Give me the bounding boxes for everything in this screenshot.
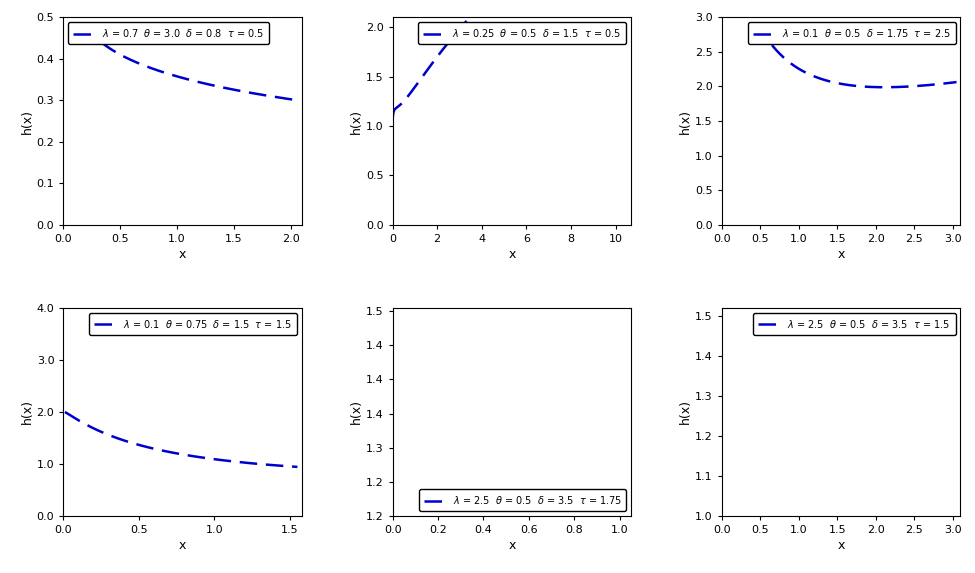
X-axis label: x: x [508, 539, 516, 552]
X-axis label: x: x [179, 539, 186, 552]
Legend: $\lambda$ = 0.1  $\theta$ = 0.75  $\delta$ = 1.5  $\tau$ = 1.5: $\lambda$ = 0.1 $\theta$ = 0.75 $\delta$… [90, 313, 297, 335]
Legend: $\lambda$ = 0.1  $\theta$ = 0.5  $\delta$ = 1.75  $\tau$ = 2.5: $\lambda$ = 0.1 $\theta$ = 0.5 $\delta$ … [748, 22, 956, 44]
Y-axis label: h(x): h(x) [350, 108, 363, 134]
Legend: $\lambda$ = 2.5  $\theta$ = 0.5  $\delta$ = 3.5  $\tau$ = 1.5: $\lambda$ = 2.5 $\theta$ = 0.5 $\delta$ … [754, 313, 956, 335]
Y-axis label: h(x): h(x) [20, 399, 34, 425]
Y-axis label: h(x): h(x) [350, 399, 363, 425]
X-axis label: x: x [838, 539, 844, 552]
Legend: $\lambda$ = 0.25  $\theta$ = 0.5  $\delta$ = 1.5  $\tau$ = 0.5: $\lambda$ = 0.25 $\theta$ = 0.5 $\delta$… [418, 22, 626, 44]
Y-axis label: h(x): h(x) [20, 108, 34, 134]
X-axis label: x: x [179, 248, 186, 261]
Y-axis label: h(x): h(x) [680, 108, 692, 134]
Y-axis label: h(x): h(x) [680, 399, 692, 425]
Legend: $\lambda$ = 2.5  $\theta$ = 0.5  $\delta$ = 3.5  $\tau$ = 1.75: $\lambda$ = 2.5 $\theta$ = 0.5 $\delta$ … [418, 489, 626, 511]
X-axis label: x: x [508, 248, 516, 261]
X-axis label: x: x [838, 248, 844, 261]
Legend: $\lambda$ = 0.7  $\theta$ = 3.0  $\delta$ = 0.8  $\tau$ = 0.5: $\lambda$ = 0.7 $\theta$ = 3.0 $\delta$ … [68, 22, 269, 44]
